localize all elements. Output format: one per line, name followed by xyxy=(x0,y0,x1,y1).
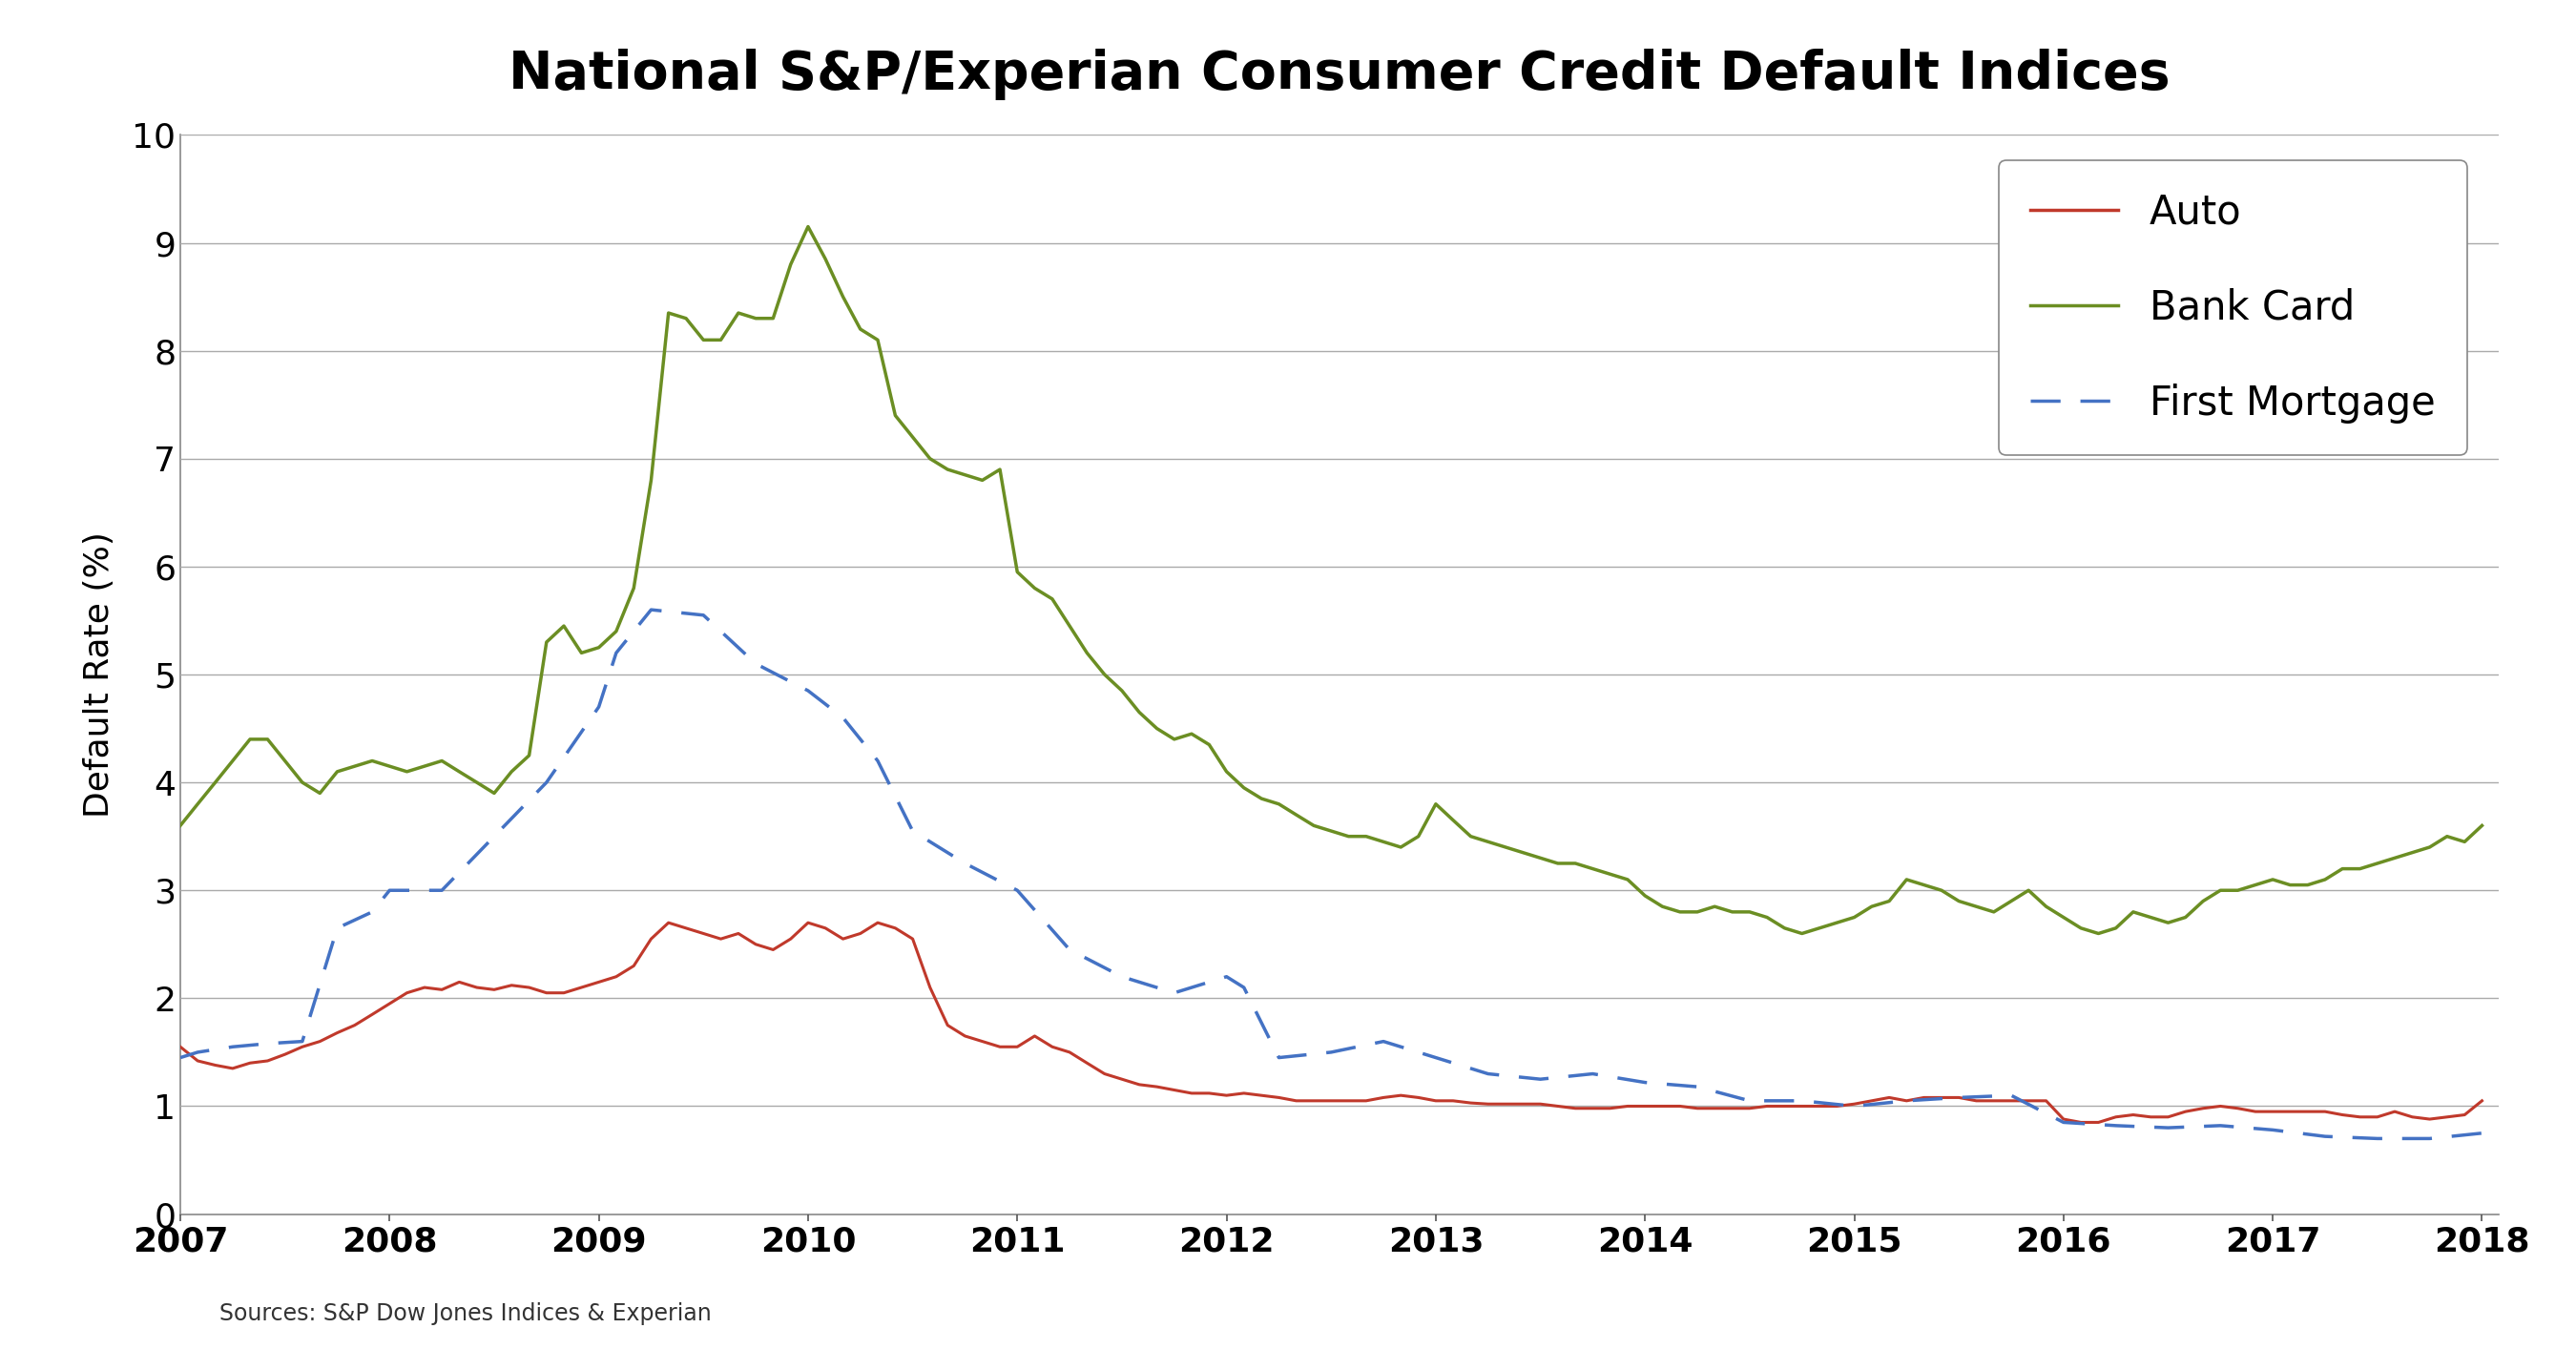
Legend: Auto, Bank Card, First Mortgage: Auto, Bank Card, First Mortgage xyxy=(1999,161,2468,455)
Text: Sources: S&P Dow Jones Indices & Experian: Sources: S&P Dow Jones Indices & Experia… xyxy=(219,1302,711,1325)
Title: National S&P/Experian Consumer Credit Default Indices: National S&P/Experian Consumer Credit De… xyxy=(507,49,2172,100)
Y-axis label: Default Rate (%): Default Rate (%) xyxy=(82,532,116,817)
